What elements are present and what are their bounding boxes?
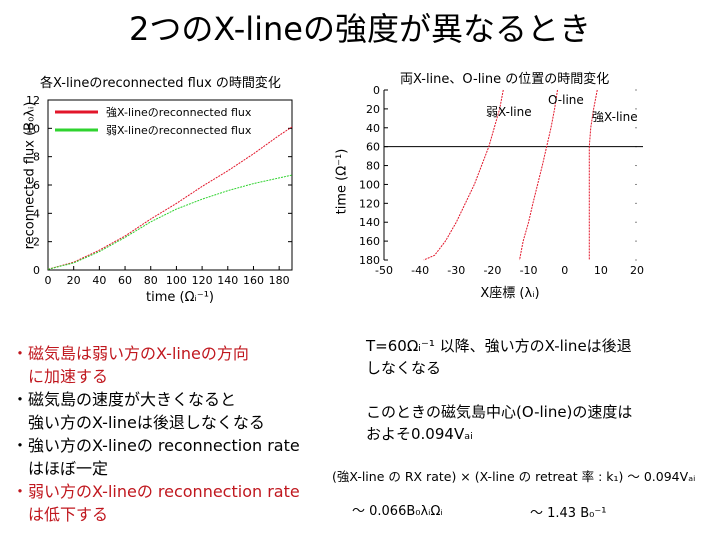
approx-2: 〜 1.43 B₀⁻¹ (530, 506, 607, 521)
right-ytick-label: 160 (359, 235, 380, 248)
right-plot-title: 両X-line、O-line の位置の時間変化 (400, 72, 610, 87)
right-xtick-label: 10 (594, 264, 608, 277)
left-xtick-label: 160 (243, 274, 264, 287)
finding-line-1: T=60Ωᵢ⁻¹ 以降、強い方のX-lineは後退 (366, 337, 632, 355)
left-xtick-label: 20 (67, 274, 81, 287)
right-plot-xlabel: X座標 (λᵢ) (480, 286, 540, 301)
left-ytick-label: 12 (26, 94, 40, 107)
right-ytick-label: 40 (366, 122, 380, 135)
right-xtick-label: -20 (483, 264, 501, 277)
left-ytick-label: 2 (33, 236, 40, 249)
annotation-weak-xline: 弱X-line (486, 105, 532, 119)
left-ytick-label: 0 (33, 264, 40, 277)
left-xtick-label: 0 (45, 274, 52, 287)
right-series-line-strong (588, 89, 598, 260)
right-xtick-label: 20 (630, 264, 644, 277)
right-xtick-label: 0 (561, 264, 568, 277)
left-ytick-label: 6 (33, 179, 40, 192)
bullet-line: 強い方のX-lineは後退しなくなる (12, 413, 265, 432)
bullet-list: ・磁気島は弱い方のX-lineの方向 に加速する・磁気島の速度が大きくなると 強… (12, 342, 322, 526)
bullet-line: ・強い方のX-lineの reconnection rate (12, 436, 300, 455)
left-xtick-label: 100 (166, 274, 187, 287)
left-plot-title: 各X-lineのreconnected flux の時間変化 (40, 76, 281, 91)
right-series-line-oline (519, 89, 558, 261)
bullet-line: ・磁気島の速度が大きくなると (12, 390, 237, 409)
left-legend-label-strong: 強X-lineのreconnected flux (106, 106, 252, 119)
left-series-line-strong (47, 126, 293, 270)
bullet-line: は低下する (12, 505, 109, 524)
left-ytick-label: 4 (33, 207, 40, 220)
right-ytick-label: 60 (366, 141, 380, 154)
right-xtick-label: -10 (520, 264, 538, 277)
left-ytick-label: 8 (33, 151, 40, 164)
finding-line-4: およそ0.094Vₐᵢ (366, 425, 473, 443)
right-series-line-weak (423, 89, 504, 261)
right-ytick-label: 180 (359, 254, 380, 267)
left-series-line-weak (47, 174, 293, 270)
right-xtick-label: -40 (411, 264, 429, 277)
left-xtick-label: 60 (118, 274, 132, 287)
right-ytick-label: 100 (359, 178, 380, 191)
slide-title: 2つのX-lineの強度が異なるとき (129, 10, 591, 48)
annotation-oline: O-line (548, 93, 584, 107)
approx-1: 〜 0.066B₀λᵢΩᵢ (352, 504, 443, 519)
left-ytick-label: 10 (26, 122, 40, 135)
finding-line-3: このときの磁気島中心(O-line)の速度は (366, 403, 633, 421)
bullet-line: はほぼ一定 (12, 459, 109, 478)
left-xtick-label: 80 (144, 274, 158, 287)
right-ytick-label: 120 (359, 197, 380, 210)
left-legend-label-weak: 弱X-lineのreconnected flux (106, 124, 252, 137)
right-ytick-label: 80 (366, 160, 380, 173)
left-xtick-label: 140 (217, 274, 238, 287)
bullet-line: に加速する (12, 367, 109, 386)
left-xtick-label: 120 (192, 274, 213, 287)
right-ytick-label: 140 (359, 216, 380, 229)
finding-line-2: しなくなる (366, 359, 442, 377)
right-ytick-label: 20 (366, 103, 380, 116)
annotation-strong-xline: 強X-line (592, 110, 638, 124)
formula: (強X-line の RX rate) × (X-line の retreat … (332, 469, 696, 484)
left-plot-xlabel: time (Ωᵢ⁻¹) (146, 290, 214, 305)
right-ytick-label: 0 (373, 84, 380, 97)
left-xtick-label: 180 (269, 274, 290, 287)
bullet-line: ・弱い方のX-lineの reconnection rate (12, 482, 300, 501)
left-xtick-label: 40 (92, 274, 106, 287)
bullet-line: ・磁気島は弱い方のX-lineの方向 (12, 344, 249, 363)
right-xtick-label: -50 (375, 264, 393, 277)
right-xtick-label: -30 (447, 264, 465, 277)
